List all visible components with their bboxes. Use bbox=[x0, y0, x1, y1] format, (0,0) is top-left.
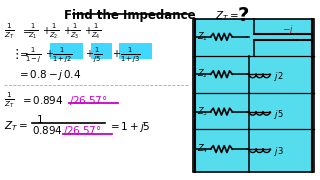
Text: $Z_T=$: $Z_T=$ bbox=[214, 9, 238, 23]
Text: $\frac{1}{Z_T}$: $\frac{1}{Z_T}$ bbox=[4, 90, 15, 110]
Text: $= 0.894$: $= 0.894$ bbox=[20, 94, 64, 106]
Text: $Z_4$: $Z_4$ bbox=[197, 143, 208, 155]
Text: $= 0.8 - j\,0.4$: $= 0.8 - j\,0.4$ bbox=[17, 68, 82, 82]
Text: $=$: $=$ bbox=[20, 25, 32, 35]
Text: $\vdots$: $\vdots$ bbox=[10, 47, 19, 61]
FancyBboxPatch shape bbox=[91, 43, 112, 59]
Text: $\frac{1}{j5}$: $\frac{1}{j5}$ bbox=[92, 45, 101, 64]
Text: $\frac{1}{1+j3}$: $\frac{1}{1+j3}$ bbox=[120, 45, 141, 64]
Text: $/26.57°$: $/26.57°$ bbox=[63, 124, 101, 138]
Text: $\frac{1}{1+j2}$: $\frac{1}{1+j2}$ bbox=[52, 45, 73, 64]
Text: $= 1+j5$: $= 1+j5$ bbox=[108, 120, 151, 134]
Text: $+$: $+$ bbox=[42, 25, 51, 36]
Text: $0.894$: $0.894$ bbox=[32, 124, 63, 136]
Text: $Z_1$: $Z_1$ bbox=[197, 31, 208, 43]
Text: ?: ? bbox=[237, 6, 249, 25]
FancyBboxPatch shape bbox=[51, 43, 83, 59]
Text: $\frac{1}{Z_4}$: $\frac{1}{Z_4}$ bbox=[91, 21, 101, 40]
Text: 1: 1 bbox=[37, 115, 44, 125]
Text: $\frac{1}{Z_1}$: $\frac{1}{Z_1}$ bbox=[28, 21, 38, 40]
Text: $+$: $+$ bbox=[85, 48, 94, 59]
Text: $+$: $+$ bbox=[84, 25, 93, 36]
Text: $Z_T =$: $Z_T =$ bbox=[4, 120, 28, 133]
Text: $j5$: $j5$ bbox=[274, 108, 284, 121]
Text: $=$: $=$ bbox=[17, 48, 29, 58]
FancyBboxPatch shape bbox=[193, 19, 314, 172]
Text: $\frac{1}{Z_3}$: $\frac{1}{Z_3}$ bbox=[70, 21, 80, 40]
Text: $\frac{1}{1-j}$: $\frac{1}{1-j}$ bbox=[25, 45, 42, 64]
Text: $+$: $+$ bbox=[112, 48, 122, 59]
Text: $Z_3$: $Z_3$ bbox=[197, 105, 208, 118]
Text: Find the Impedance: Find the Impedance bbox=[64, 9, 196, 22]
Text: $j2$: $j2$ bbox=[274, 70, 284, 83]
Text: $\frac{1}{Z_T}$: $\frac{1}{Z_T}$ bbox=[4, 21, 15, 41]
Text: $Z_2$: $Z_2$ bbox=[197, 68, 208, 80]
Text: $\frac{1}{Z_2}$: $\frac{1}{Z_2}$ bbox=[49, 21, 59, 40]
Text: $+$: $+$ bbox=[63, 25, 72, 36]
Text: $j3$: $j3$ bbox=[274, 145, 284, 158]
FancyBboxPatch shape bbox=[119, 43, 152, 59]
Text: $/26.57°$: $/26.57°$ bbox=[69, 94, 107, 107]
Text: $-j$: $-j$ bbox=[282, 23, 294, 36]
Text: $+$: $+$ bbox=[45, 48, 54, 59]
